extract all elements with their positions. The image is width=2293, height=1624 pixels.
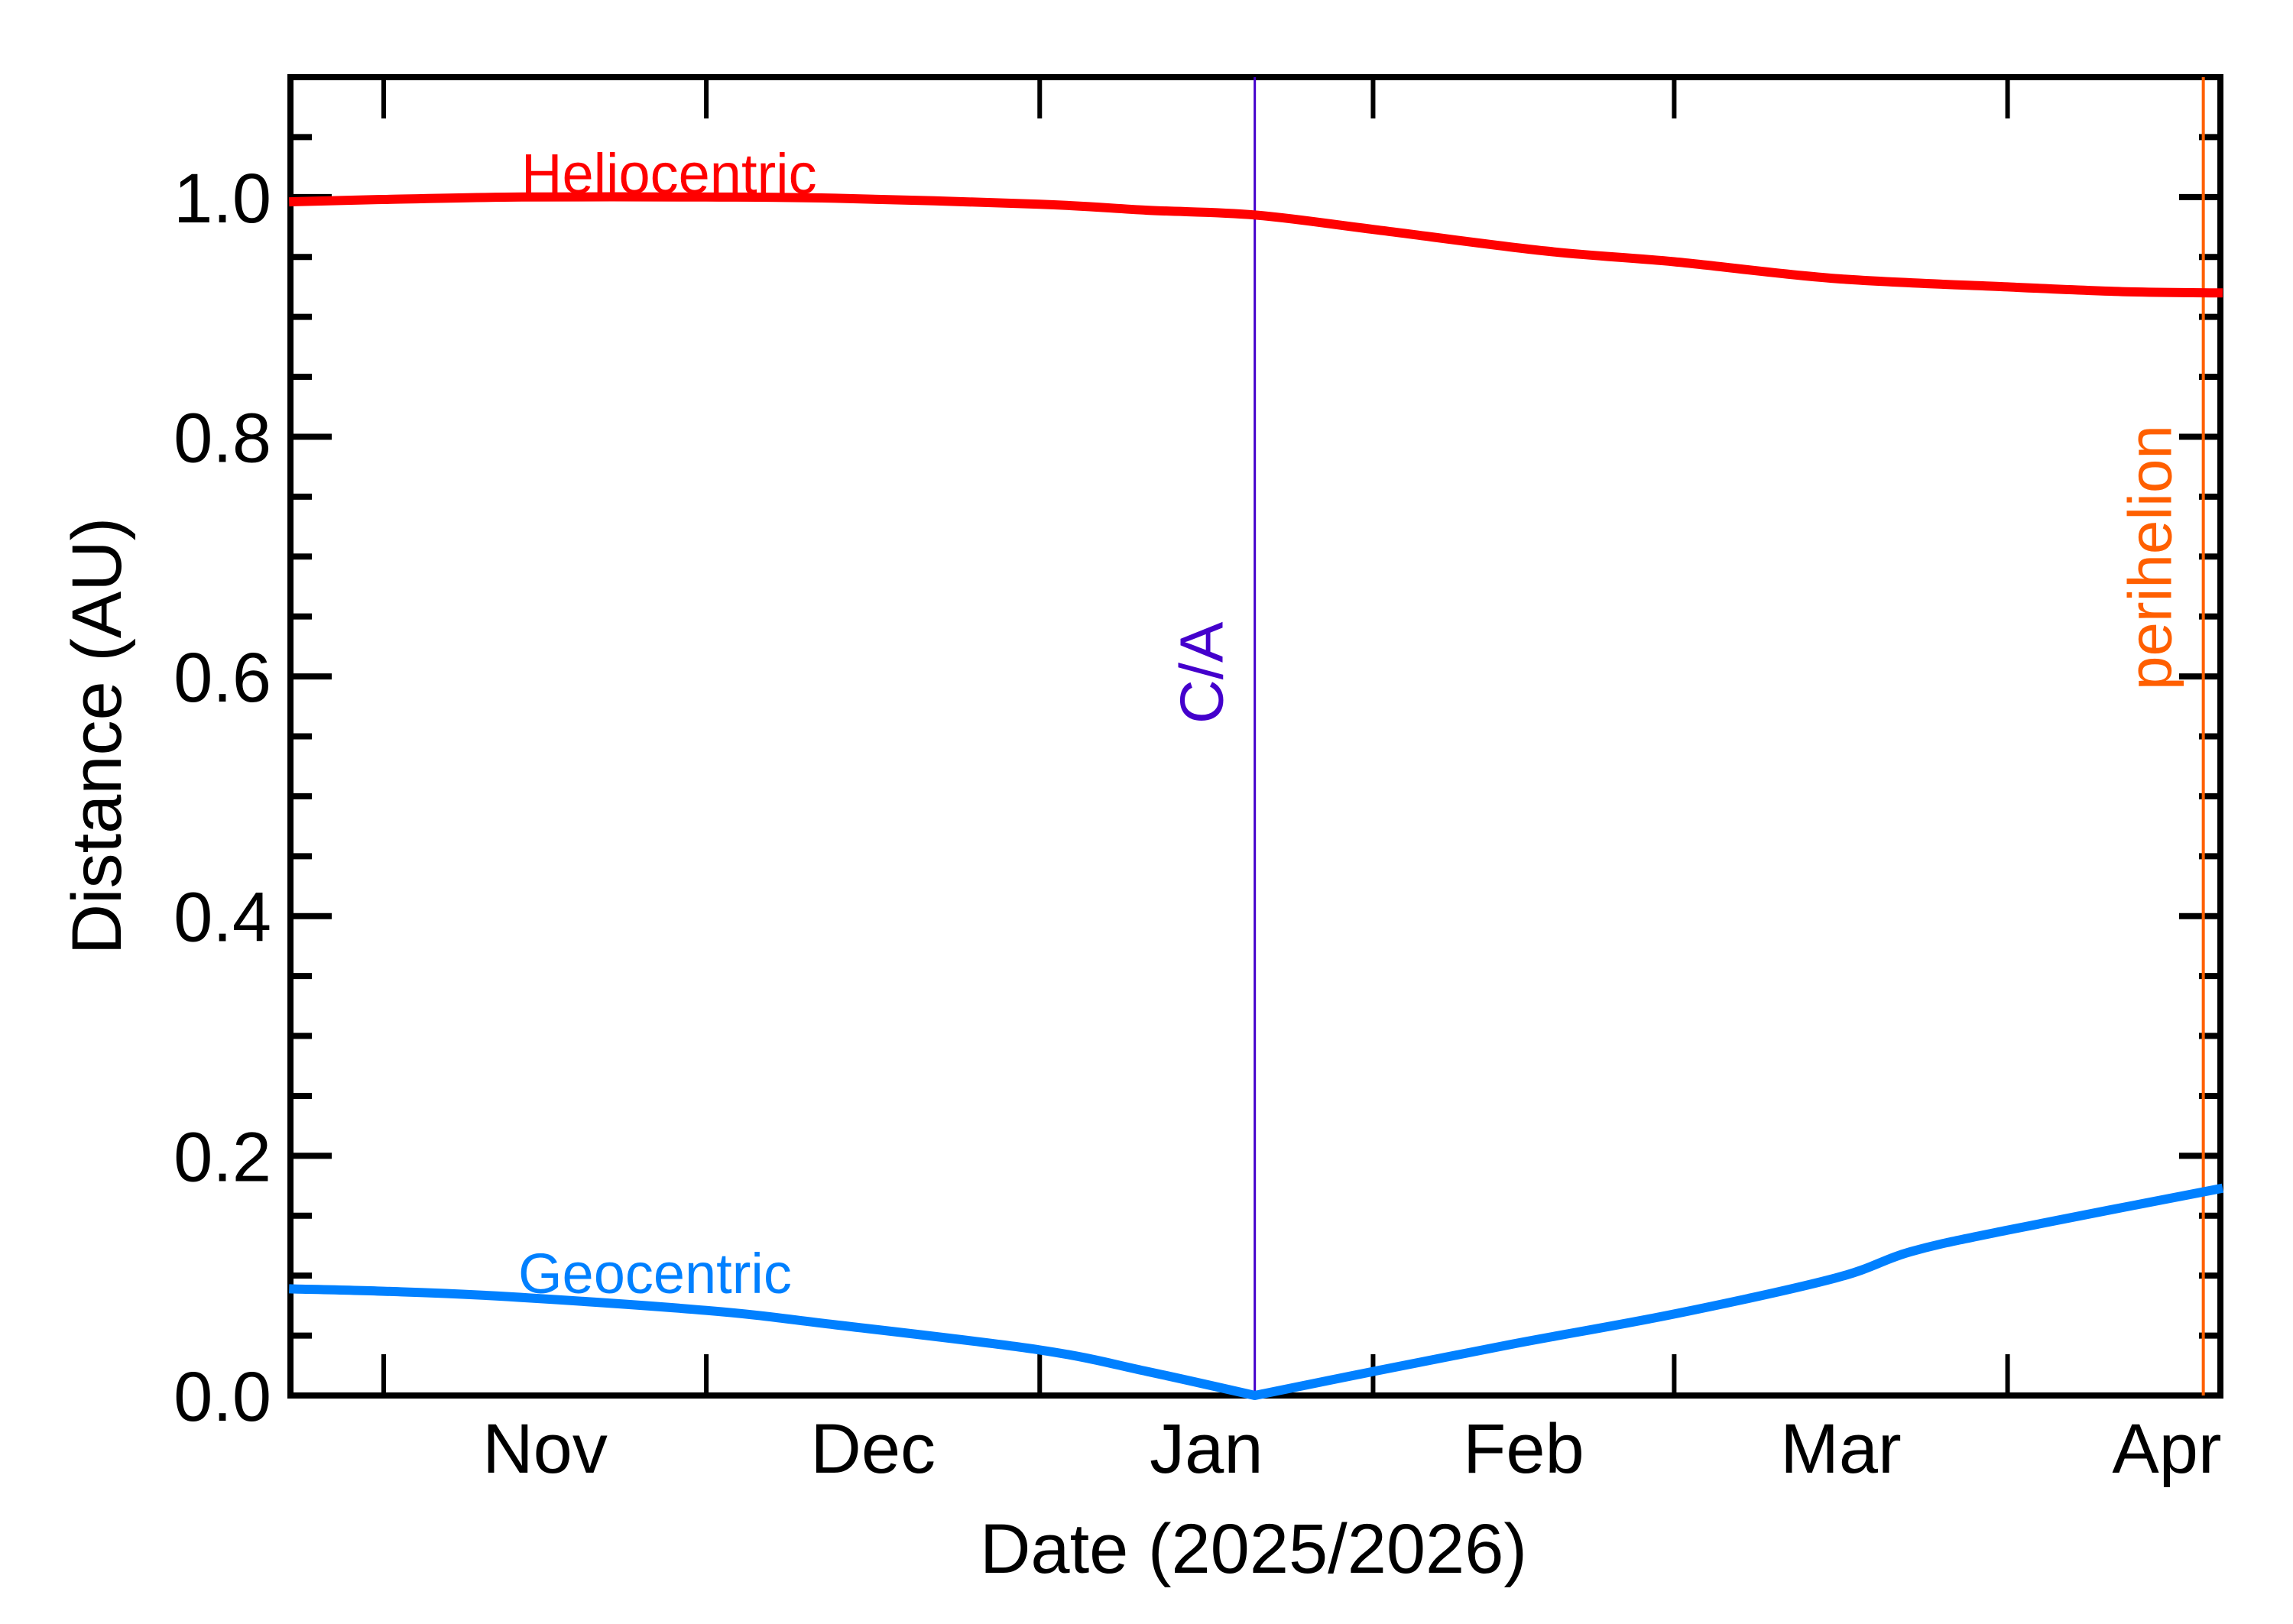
y-axis-title: Distance (AU) [58, 517, 136, 955]
vertical-markers: C/A perihelion [1168, 77, 2205, 1395]
x-tick-label-mar: Mar [1780, 1410, 1901, 1488]
y-tick-label: 1.0 [174, 160, 271, 238]
series-lines [289, 192, 2224, 1400]
x-axis-ticks [381, 77, 2010, 1395]
y-tick-label: 0.8 [174, 399, 271, 477]
x-tick-label-feb: Feb [1463, 1410, 1584, 1488]
heliocentric-line [289, 192, 2223, 298]
geocentric-line [289, 1183, 2224, 1400]
x-tick-label-dec: Dec [810, 1410, 936, 1488]
y-axis-tick-labels: 0.0 0.2 0.4 0.6 0.8 1.0 [174, 160, 271, 1436]
y-tick-label: 0.4 [174, 879, 271, 957]
x-tick-label-jan: Jan [1150, 1410, 1263, 1488]
y-tick-label: 0.2 [174, 1118, 271, 1196]
x-tick-label-nov: Nov [482, 1410, 608, 1488]
x-axis-title: Date (2025/2026) [980, 1510, 1527, 1588]
c-a-marker-label: C/A [1168, 621, 1236, 724]
x-axis-tick-labels: Nov Dec Jan Feb Mar Apr [482, 1410, 2221, 1488]
heliocentric-label: Heliocentric [521, 142, 817, 206]
geocentric-label: Geocentric [518, 1242, 792, 1305]
x-tick-label-apr: Apr [2112, 1410, 2221, 1488]
series-labels: Heliocentric Geocentric [518, 142, 817, 1305]
perihelion-marker-label: perihelion [2116, 425, 2184, 690]
y-tick-label: 0.6 [174, 639, 271, 717]
y-tick-label: 0.0 [174, 1358, 271, 1436]
